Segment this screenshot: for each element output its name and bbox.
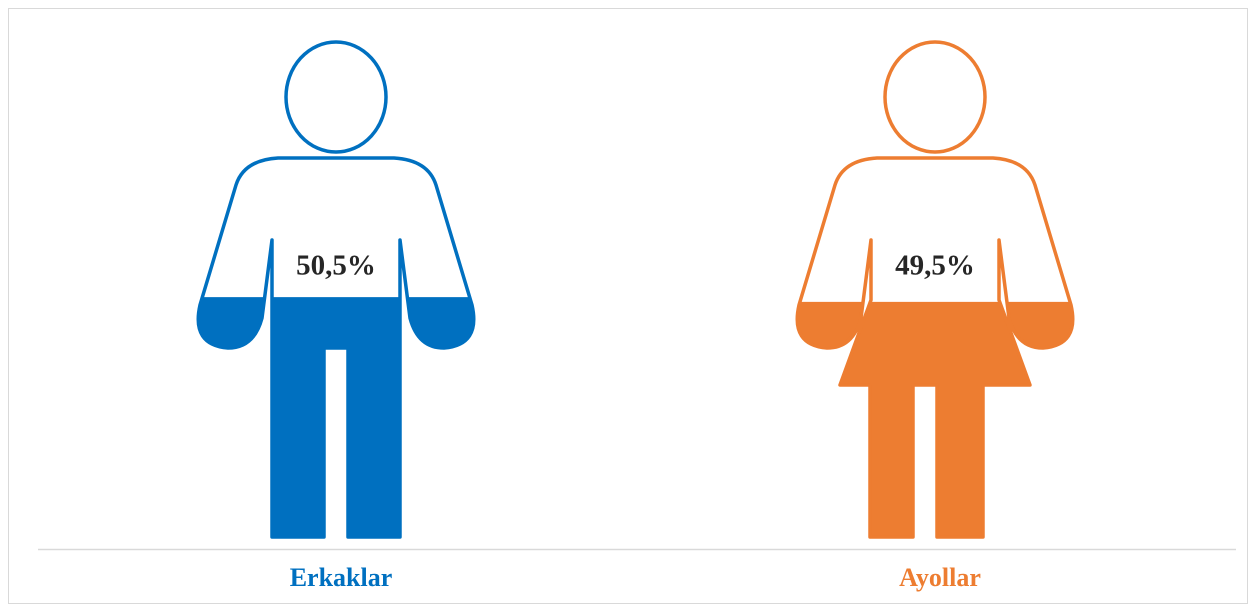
value-label: 50,5% [296, 250, 376, 282]
category-label: Ayollar [899, 563, 981, 592]
figure-fill [797, 301, 1073, 537]
figure-fill [198, 297, 474, 537]
category-label: Erkaklar [290, 563, 393, 592]
figure-outline [795, 156, 1075, 539]
head [284, 40, 388, 154]
figure-outline [196, 156, 476, 539]
value-label: 49,5% [895, 250, 975, 282]
head [883, 40, 987, 154]
